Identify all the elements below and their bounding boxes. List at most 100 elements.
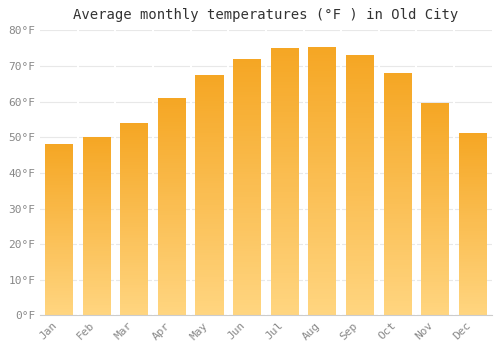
Bar <box>82 185 110 187</box>
Bar <box>270 66 299 69</box>
Bar <box>458 180 487 182</box>
Bar <box>158 109 186 111</box>
Bar <box>308 205 336 208</box>
Bar <box>45 144 73 146</box>
Bar <box>270 53 299 56</box>
Bar <box>233 64 261 66</box>
Bar <box>308 114 336 117</box>
Bar <box>308 238 336 240</box>
Bar <box>421 138 450 140</box>
Bar <box>270 200 299 203</box>
Bar <box>308 273 336 275</box>
Bar <box>196 82 224 85</box>
Bar <box>384 146 411 148</box>
Bar <box>308 90 336 93</box>
Bar <box>458 237 487 239</box>
Bar <box>45 303 73 305</box>
Bar <box>270 139 299 141</box>
Bar <box>158 257 186 259</box>
Bar <box>82 249 110 251</box>
Bar <box>384 231 411 233</box>
Bar <box>233 277 261 280</box>
Bar <box>421 193 450 195</box>
Bar <box>346 191 374 193</box>
Bar <box>158 254 186 257</box>
Bar <box>45 314 73 315</box>
Bar <box>308 71 336 74</box>
Bar <box>384 155 411 158</box>
Bar <box>270 163 299 166</box>
Bar <box>421 211 450 214</box>
Bar <box>120 273 148 275</box>
Bar <box>458 248 487 250</box>
Bar <box>45 310 73 312</box>
Bar <box>458 217 487 218</box>
Bar <box>308 170 336 173</box>
Bar <box>82 276 110 278</box>
Bar <box>458 242 487 244</box>
Bar <box>82 267 110 269</box>
Bar <box>233 264 261 267</box>
Bar <box>45 260 73 262</box>
Bar <box>308 130 336 133</box>
Bar <box>196 186 224 188</box>
Bar <box>45 293 73 295</box>
Bar <box>458 158 487 160</box>
Bar <box>421 178 450 180</box>
Bar <box>308 149 336 152</box>
Bar <box>346 173 374 175</box>
Bar <box>120 225 148 227</box>
Bar <box>45 296 73 298</box>
Bar <box>458 184 487 186</box>
Bar <box>384 189 411 192</box>
Bar <box>458 197 487 198</box>
Bar <box>458 239 487 240</box>
Bar <box>120 131 148 133</box>
Bar <box>233 62 261 64</box>
Bar <box>233 184 261 187</box>
Bar <box>421 275 450 277</box>
Bar <box>308 278 336 281</box>
Bar <box>196 207 224 210</box>
Bar <box>421 311 450 313</box>
Bar <box>45 214 73 216</box>
Bar <box>421 296 450 299</box>
Bar <box>233 215 261 218</box>
Bar <box>120 264 148 265</box>
Bar <box>458 264 487 266</box>
Bar <box>120 146 148 148</box>
Bar <box>158 307 186 309</box>
Bar <box>158 116 186 118</box>
Bar <box>384 100 411 102</box>
Bar <box>458 153 487 155</box>
Bar <box>384 199 411 202</box>
Bar <box>384 255 411 257</box>
Bar <box>458 160 487 162</box>
Bar <box>421 120 450 122</box>
Bar <box>233 244 261 246</box>
Bar <box>45 250 73 252</box>
Bar <box>120 256 148 258</box>
Bar <box>196 171 224 174</box>
Bar <box>82 258 110 260</box>
Bar <box>458 235 487 237</box>
Bar <box>346 63 374 66</box>
Bar <box>196 282 224 284</box>
Bar <box>82 176 110 178</box>
Bar <box>158 283 186 285</box>
Bar <box>82 197 110 199</box>
Bar <box>158 187 186 189</box>
Bar <box>233 231 261 233</box>
Bar <box>196 111 224 113</box>
Bar <box>196 236 224 238</box>
Bar <box>384 141 411 144</box>
Bar <box>346 248 374 250</box>
Bar <box>384 136 411 139</box>
Bar <box>384 192 411 194</box>
Bar <box>458 310 487 312</box>
Bar <box>308 168 336 170</box>
Bar <box>120 162 148 163</box>
Bar <box>308 251 336 254</box>
Bar <box>82 226 110 228</box>
Bar <box>158 209 186 211</box>
